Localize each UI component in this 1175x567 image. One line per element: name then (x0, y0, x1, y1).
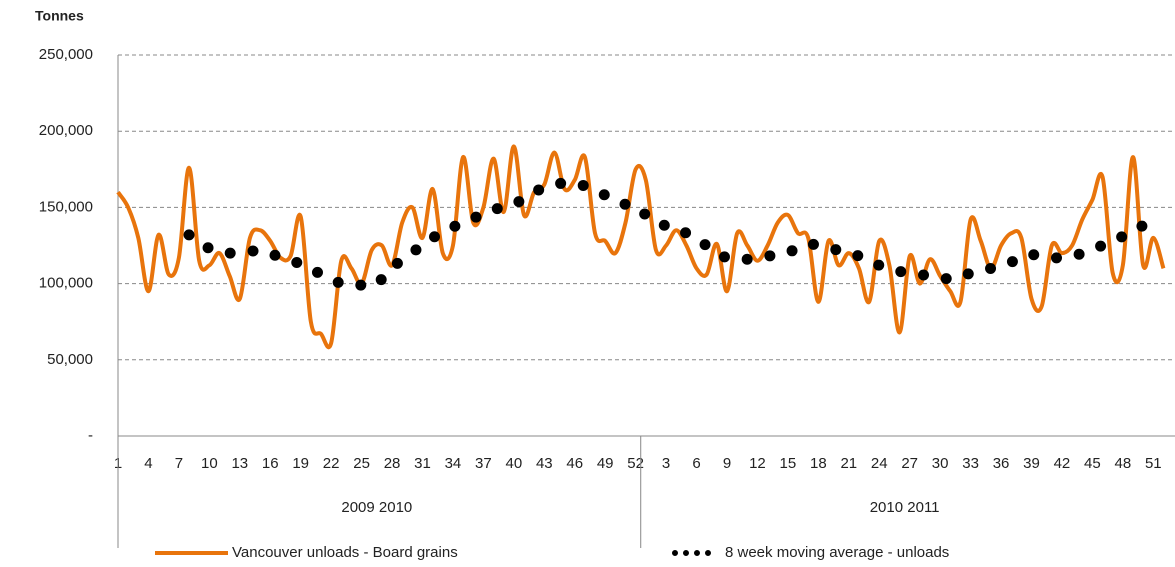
x-tick-label: 45 (1084, 455, 1101, 472)
x-tick-label: 13 (231, 455, 248, 472)
x-tick-label: 46 (566, 455, 583, 472)
x-tick-label: 39 (1023, 455, 1040, 472)
x-tick-label: 12 (749, 455, 766, 472)
x-tick-label: 40 (506, 455, 523, 472)
x-tick-label: 7 (175, 455, 183, 472)
group-label: 2010 2011 (870, 499, 940, 516)
x-tick-label: 19 (292, 455, 309, 472)
x-tick-label: 52 (627, 455, 644, 472)
x-tick-label: 9 (723, 455, 731, 472)
y-axis-label: Tonnes (35, 8, 84, 24)
x-tick-label: 27 (901, 455, 918, 472)
y-tick-label: 150,000 (39, 198, 93, 215)
x-tick-label: 43 (536, 455, 553, 472)
x-tick-label: 24 (871, 455, 888, 472)
x-tick-label: 3 (662, 455, 670, 472)
x-tick-label: 51 (1145, 455, 1162, 472)
x-tick-label: 49 (597, 455, 614, 472)
y-tick-label: 50,000 (47, 351, 93, 368)
x-tick-label: 33 (962, 455, 979, 472)
series-line (116, 144, 1166, 350)
x-tick-label: 10 (201, 455, 218, 472)
legend-label: 8 week moving average - unloads (725, 544, 949, 561)
x-tick-label: 42 (1054, 455, 1071, 472)
x-tick-label: 22 (323, 455, 340, 472)
x-tick-label: 18 (810, 455, 827, 472)
x-tick-label: 25 (353, 455, 370, 472)
x-tick-label: 6 (692, 455, 700, 472)
y-tick-label: - (88, 427, 93, 444)
x-tick-label: 4 (144, 455, 152, 472)
x-tick-label: 36 (993, 455, 1010, 472)
x-tick-label: 15 (780, 455, 797, 472)
legend-label: Vancouver unloads - Board grains (232, 544, 458, 561)
x-tick-label: 16 (262, 455, 279, 472)
x-tick-label: 31 (414, 455, 431, 472)
y-tick-label: 100,000 (39, 275, 93, 292)
x-tick-label: 37 (475, 455, 492, 472)
group-label: 2009 2010 (341, 499, 412, 516)
x-tick-label: 28 (384, 455, 401, 472)
x-tick-label: 21 (840, 455, 857, 472)
series-line (183, 177, 1169, 293)
x-tick-label: 34 (445, 455, 462, 472)
y-tick-label: 200,000 (39, 122, 93, 139)
x-tick-label: 30 (932, 455, 949, 472)
y-tick-label: 250,000 (39, 46, 93, 63)
x-tick-label: 48 (1115, 455, 1132, 472)
